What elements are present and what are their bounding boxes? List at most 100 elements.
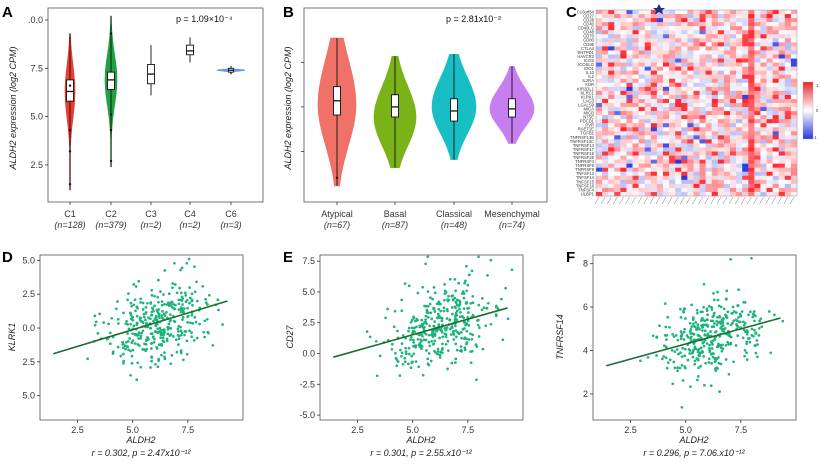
c-heat-cell [717,175,725,181]
d-point [169,313,172,316]
c-heat-cell [748,30,755,35]
e-point [412,341,416,344]
e-point [417,365,421,369]
c-heat-cell [596,86,603,92]
c-heat-cell [681,183,688,189]
c-heat-cell [608,26,615,31]
c-heat-cell [717,123,725,128]
c-heat-cell [602,46,609,51]
f-point [721,329,725,333]
c-heat-cell [675,82,682,88]
c-heat-cell [681,111,688,116]
c-col-tick [704,196,709,205]
c-heat-cell [693,151,700,156]
c-heat-cell [632,111,639,116]
e-point [459,348,463,352]
c-heat-cell [717,107,725,112]
c-heat-cell [742,171,749,176]
c-heat-cell [602,74,609,79]
c-col-tick [631,196,636,205]
panel-d-ylabel: KLRK1 [7,323,17,352]
c-heat-cell [614,58,621,63]
c-heat-cell [699,131,706,136]
c-heat-cell [669,119,676,124]
c-heat-cell [632,127,639,132]
f-point [679,307,682,311]
c-heat-cell [742,62,749,67]
c-heat-cell [723,18,731,23]
c-heat-cell [766,187,773,193]
c-heat-cell [626,163,633,168]
e-point [464,323,467,327]
e-point [465,342,468,346]
c-heat-cell [790,74,798,79]
f-point [674,334,678,337]
c-heat-cell [687,191,694,197]
c-heat-cell [644,183,652,189]
e-point [365,330,369,333]
c-heat-cell [650,50,658,55]
c-heat-cell [596,66,603,71]
c-heat-cell [760,90,767,96]
c-heat-cell [681,94,688,100]
c-heat-cell [614,103,621,108]
f-point [745,358,749,361]
d-point [137,337,141,340]
d-point [156,365,160,369]
e-point [462,337,466,340]
e-point [428,324,431,328]
c-heat-cell [772,70,779,75]
c-heat-cell [644,10,652,15]
c-heat-cell [723,183,731,189]
c-heat-cell [778,22,786,27]
c-heat-cell [742,74,749,79]
d-point [160,300,164,303]
d-point [122,359,126,363]
b-outlier-point [335,176,339,179]
f-point [666,315,670,319]
d-point [133,342,137,345]
c-heat-cell [608,131,615,136]
c-heat-cell [638,86,645,92]
d-point [131,339,135,343]
c-heat-cell [766,183,773,189]
c-heat-cell [632,66,639,71]
d-point [150,359,153,363]
c-heat-cell [699,103,706,108]
c-heat-cell [675,179,682,185]
panel-d-stat: r = 0.302, p = 2.47x10⁻¹² [92,448,192,458]
c-heat-cell [644,103,652,108]
c-heat-cell [711,90,719,96]
a-outlier-point [68,128,72,132]
c-heat-cell [681,151,688,156]
c-heat-cell [650,147,658,152]
c-heat-cell [626,107,633,112]
c-heat-cell [754,38,761,43]
c-heat-cell [748,135,755,140]
c-heat-cell [784,123,792,128]
c-heat-cell [669,74,676,79]
c-heat-cell [790,107,798,112]
c-heat-cell [717,26,725,31]
c-heat-cell [766,70,773,75]
c-heat-cell [675,151,682,156]
c-heat-cell [748,171,755,176]
c-heat-cell [626,26,633,31]
c-heat-cell [669,139,676,144]
c-heat-cell [778,82,786,88]
f-point [735,323,738,326]
c-heat-cell [748,82,755,88]
c-heat-cell [687,179,694,185]
f-point [716,290,719,294]
c-heat-cell [656,98,664,104]
f-point [707,334,711,338]
f-xtick-label: 5.0 [679,425,692,435]
c-heat-cell [681,30,688,35]
c-heat-cell [754,155,761,160]
d-point [139,297,143,301]
c-heat-cell [730,155,737,160]
d-point [173,283,177,286]
c-heat-cell [669,111,676,116]
c-heat-cell [675,38,682,43]
c-heat-cell [772,123,779,128]
